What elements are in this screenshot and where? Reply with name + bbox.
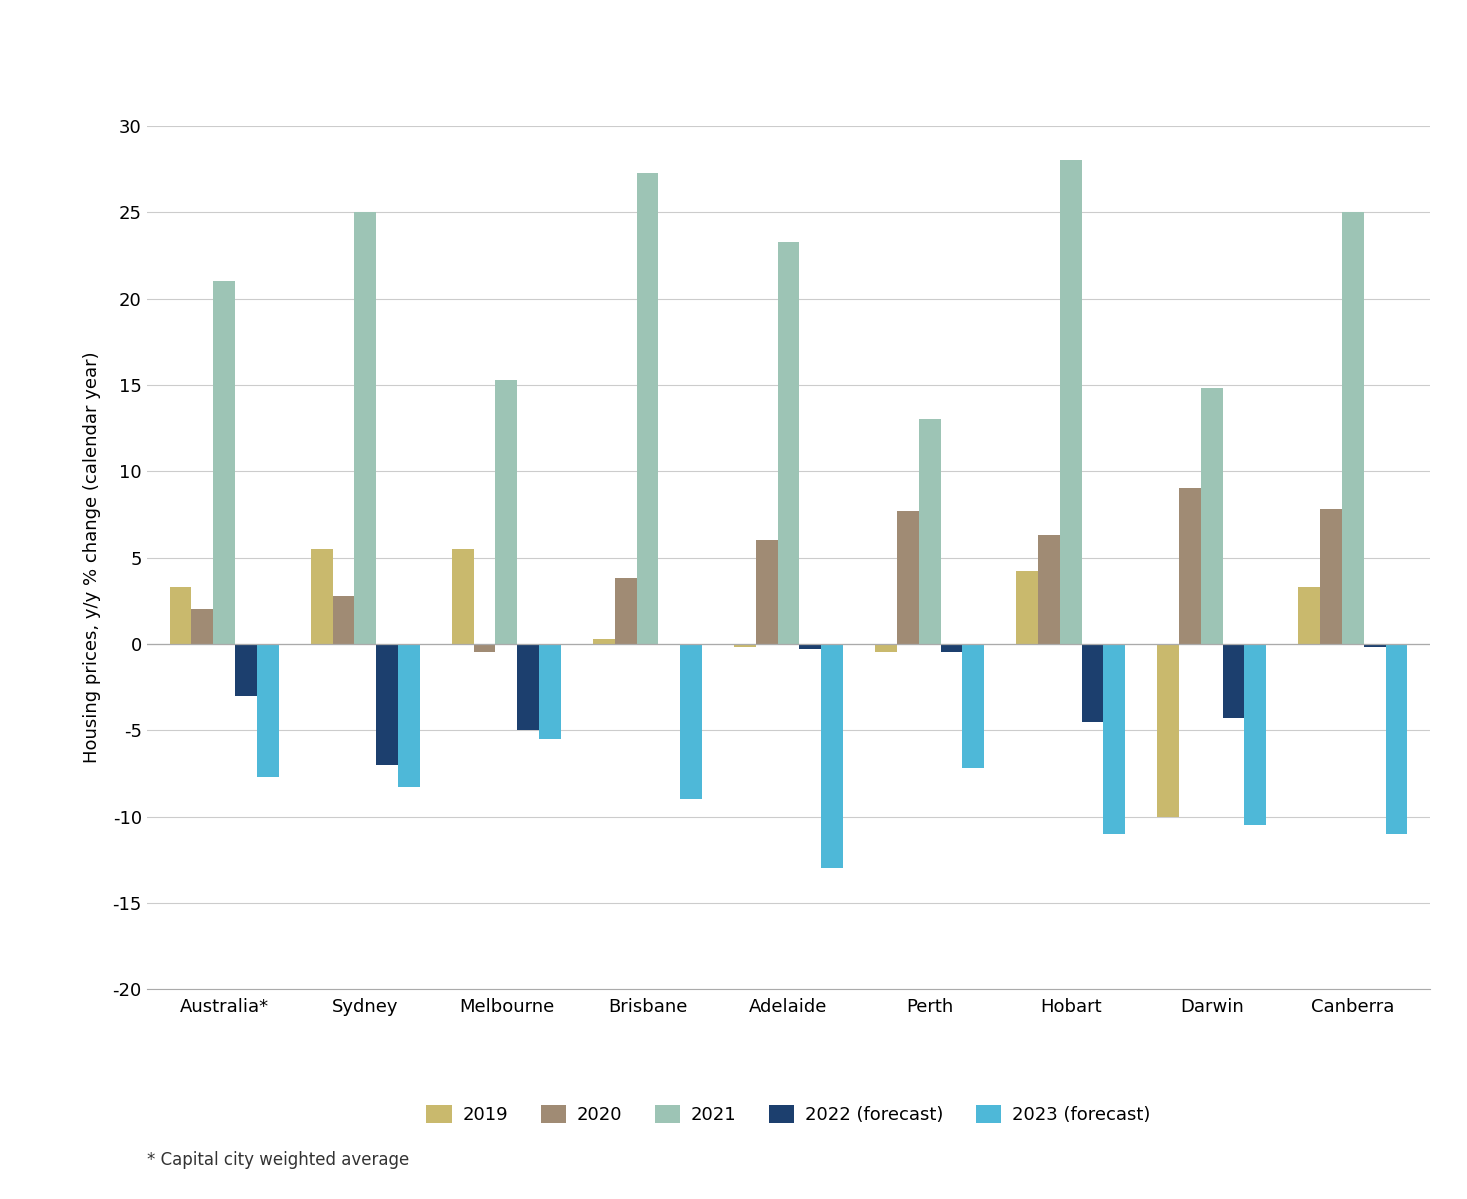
Bar	[1103, 644, 1125, 833]
Bar	[452, 549, 474, 644]
Bar	[822, 644, 844, 868]
Text: * Capital city weighted average: * Capital city weighted average	[147, 1151, 409, 1169]
Bar	[874, 644, 896, 652]
Bar	[1017, 572, 1037, 644]
Bar	[1222, 644, 1244, 718]
Legend: 2019, 2020, 2021, 2022 (forecast), 2023 (forecast): 2019, 2020, 2021, 2022 (forecast), 2023 …	[420, 1098, 1157, 1131]
Bar	[398, 644, 420, 788]
Bar	[1201, 388, 1222, 644]
Bar	[235, 644, 257, 695]
Text: Housing price forecasts, by capital city: Housing price forecasts, by capital city	[336, 28, 1131, 62]
Bar	[918, 420, 940, 644]
Bar	[355, 212, 376, 644]
Bar	[1059, 161, 1081, 644]
Bar	[896, 511, 918, 644]
Bar	[376, 644, 398, 765]
Bar	[681, 644, 703, 800]
Bar	[213, 282, 235, 644]
Y-axis label: Housing prices, y/y % change (calendar year): Housing prices, y/y % change (calendar y…	[84, 351, 101, 764]
Bar	[1298, 586, 1320, 644]
Bar	[1342, 212, 1364, 644]
Bar	[1244, 644, 1266, 825]
Bar	[311, 549, 333, 644]
Bar	[1320, 510, 1342, 644]
Bar	[496, 380, 518, 644]
Bar	[800, 644, 822, 649]
Bar	[170, 586, 192, 644]
Bar	[962, 644, 984, 769]
Bar	[778, 241, 800, 644]
Bar	[257, 644, 279, 777]
Bar	[940, 644, 962, 652]
Bar	[615, 578, 637, 644]
Bar	[540, 644, 560, 739]
Bar	[1157, 644, 1179, 817]
Bar	[474, 644, 496, 652]
Bar	[637, 173, 659, 644]
Bar	[1081, 644, 1103, 722]
Bar	[593, 639, 615, 644]
Bar	[192, 609, 213, 644]
Bar	[1385, 644, 1407, 833]
Bar	[333, 596, 355, 644]
Bar	[518, 644, 540, 730]
Bar	[1364, 644, 1385, 647]
Bar	[1179, 488, 1201, 644]
Bar	[1037, 535, 1059, 644]
Bar	[756, 541, 778, 644]
Bar	[734, 644, 756, 647]
